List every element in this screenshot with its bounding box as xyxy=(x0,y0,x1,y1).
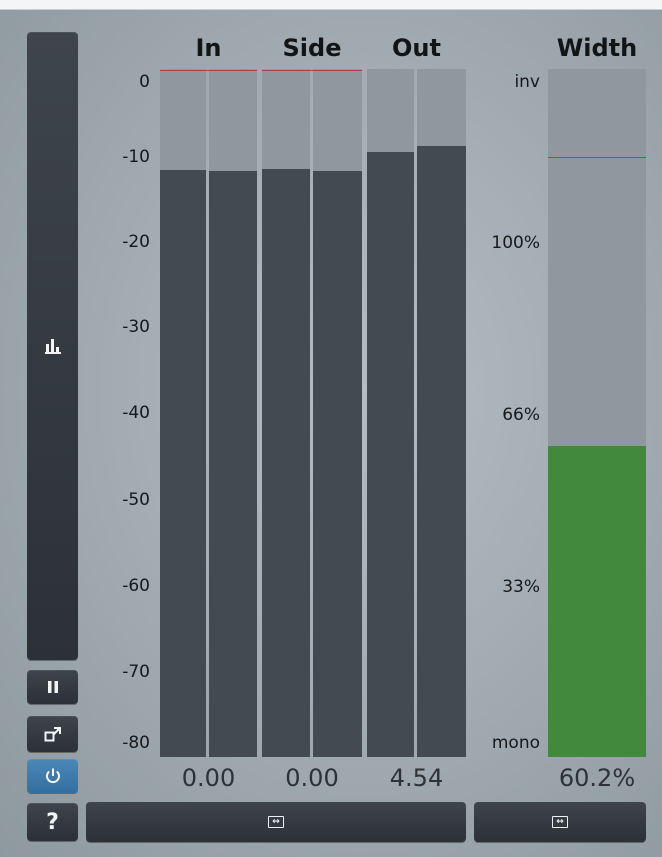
stereo-link-icon: ↔ xyxy=(552,816,568,828)
meter-fill xyxy=(313,171,362,757)
pause-button[interactable] xyxy=(27,670,78,704)
width-meter-fill xyxy=(548,446,646,757)
width-scale-label: 66% xyxy=(502,405,540,425)
pause-icon xyxy=(47,681,58,693)
width-meter xyxy=(548,69,646,757)
width-scale-label: 100% xyxy=(491,233,540,253)
header-width: Width xyxy=(556,34,638,62)
out-left-meter xyxy=(367,69,414,757)
side-readout[interactable]: 0.00 xyxy=(285,764,339,792)
db-scale-label: -40 xyxy=(122,403,150,423)
width-readout[interactable]: 60.2% xyxy=(558,764,636,792)
meter-fill xyxy=(367,152,414,757)
db-scale-label: -50 xyxy=(122,490,150,510)
width-scale-label: inv xyxy=(514,72,540,92)
header-side: Side xyxy=(282,34,342,62)
meter-fill xyxy=(417,146,466,757)
in-right-meter xyxy=(209,69,257,757)
help-icon: ? xyxy=(46,809,59,835)
power-button[interactable] xyxy=(27,759,78,793)
meter-fill xyxy=(209,171,257,757)
help-button[interactable]: ? xyxy=(27,803,78,841)
db-scale-label: -10 xyxy=(122,147,150,167)
db-scale-label: -70 xyxy=(122,662,150,682)
db-scale-label: 0 xyxy=(139,72,150,92)
out-right-meter xyxy=(417,69,466,757)
popout-button[interactable] xyxy=(27,716,78,752)
side-right-meter xyxy=(313,69,362,757)
side-left-meter xyxy=(262,69,310,757)
db-scale-label: -60 xyxy=(122,576,150,596)
in-readout[interactable]: 0.00 xyxy=(181,764,236,792)
in-left-meter xyxy=(160,69,206,757)
bar-chart-icon xyxy=(44,339,61,354)
db-scale-label: -20 xyxy=(122,232,150,252)
width-link-button[interactable]: ↔ xyxy=(474,802,646,842)
stereo-link-icon: ↔ xyxy=(268,816,284,828)
meter-fill xyxy=(262,169,310,757)
header-out: Out xyxy=(392,34,441,62)
top-strip xyxy=(0,0,662,10)
popout-icon xyxy=(44,727,61,742)
width-scale-label: mono xyxy=(491,733,540,753)
meter-view-button[interactable] xyxy=(27,32,78,660)
db-scale-label: -30 xyxy=(122,317,150,337)
side-peak-line xyxy=(262,70,362,71)
header-in: In xyxy=(195,34,222,62)
out-readout[interactable]: 4.54 xyxy=(389,764,444,792)
width-peak-line xyxy=(548,157,646,158)
stereo-link-button[interactable]: ↔ xyxy=(86,802,466,842)
width-scale-label: 33% xyxy=(502,577,540,597)
db-scale-label: -80 xyxy=(122,733,150,753)
power-icon xyxy=(45,768,60,784)
in-peak-line xyxy=(160,70,257,71)
meter-fill xyxy=(160,170,206,757)
